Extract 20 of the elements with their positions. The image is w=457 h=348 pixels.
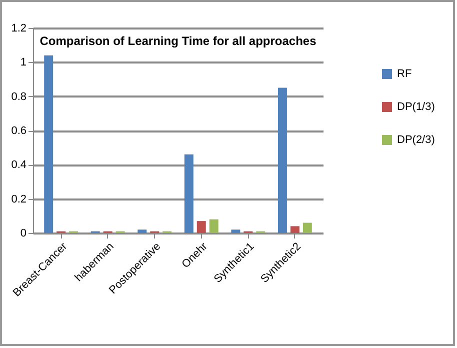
bar — [209, 219, 218, 233]
text: Comparison of Learning Time for all approaches — [40, 34, 317, 48]
y-tick-label: 1 — [20, 56, 26, 69]
bar — [302, 222, 312, 233]
legend-label: DP(2/3) — [397, 134, 435, 146]
y-tick-label: 0 — [20, 228, 26, 240]
y-tick-label: 0.2 — [11, 193, 26, 206]
bar — [231, 230, 240, 233]
bar — [278, 88, 287, 233]
legend-label: RF — [397, 68, 412, 80]
bar — [290, 226, 300, 233]
bar — [44, 55, 54, 233]
y-tick-label: 0.8 — [11, 90, 26, 103]
y-tick-label: 0.6 — [11, 125, 26, 137]
bar — [184, 154, 194, 233]
bar — [138, 230, 147, 233]
y-tick-label: 0.4 — [11, 159, 26, 172]
y-tick-label: 1.2 — [11, 22, 26, 34]
legend-label: DP(1/3) — [397, 101, 435, 113]
bar — [196, 221, 206, 233]
